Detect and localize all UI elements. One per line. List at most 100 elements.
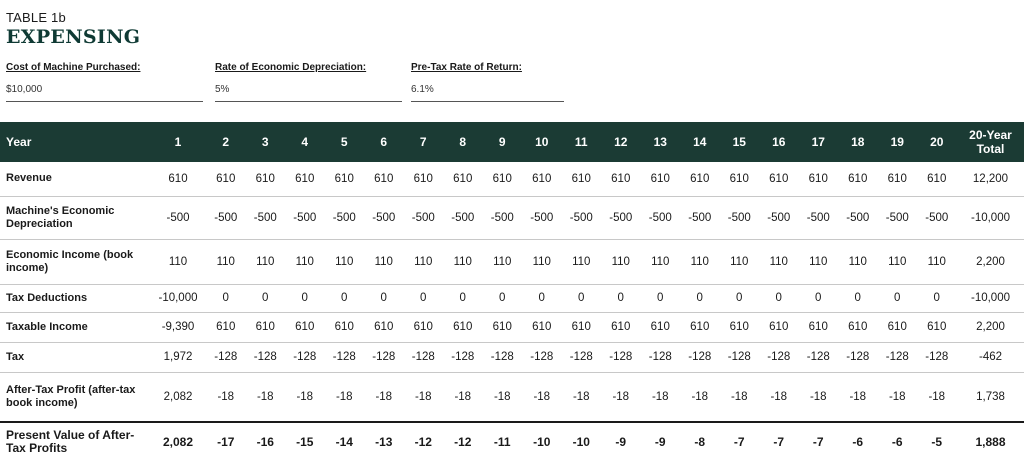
table-cell: 610	[285, 312, 325, 342]
header-year-11: 11	[562, 122, 602, 162]
table-cell: 610	[641, 312, 681, 342]
table-cell: -128	[680, 342, 720, 372]
table-cell: -18	[917, 372, 957, 422]
table-cell: 610	[285, 162, 325, 196]
table-cell: 610	[562, 162, 602, 196]
total-cell: 12,200	[957, 162, 1024, 196]
table-cell: 610	[838, 162, 878, 196]
table-cell: 110	[720, 239, 760, 284]
table-cell: 0	[680, 284, 720, 312]
table-cell: -500	[680, 196, 720, 239]
table-cell: 610	[404, 312, 444, 342]
table-cell: -500	[206, 196, 246, 239]
table-cell: 610	[483, 162, 523, 196]
table-cell: 610	[325, 312, 365, 342]
header-year-3: 3	[246, 122, 286, 162]
table-cell: -128	[285, 342, 325, 372]
header-year-2: 2	[206, 122, 246, 162]
table-cell: 610	[522, 312, 562, 342]
table-cell: -6	[838, 422, 878, 460]
table-cell: 610	[364, 312, 404, 342]
table-cell: 0	[285, 284, 325, 312]
param-return-value[interactable]: 6.1%	[411, 83, 564, 102]
table-cell: 610	[562, 312, 602, 342]
table-cell: 110	[443, 239, 483, 284]
table-cell: 110	[680, 239, 720, 284]
table-cell: -18	[680, 372, 720, 422]
table-cell: -18	[404, 372, 444, 422]
table-row: After-Tax Profit (after-tax book income)…	[0, 372, 1024, 422]
table-cell: -128	[641, 342, 681, 372]
table-cell: 610	[720, 162, 760, 196]
table-cell: -18	[483, 372, 523, 422]
table-cell: -128	[799, 342, 839, 372]
table-cell: 610	[878, 312, 918, 342]
table-cell: 610	[838, 312, 878, 342]
table-cell: 0	[601, 284, 641, 312]
table-cell: -5	[917, 422, 957, 460]
table-cell: 610	[917, 162, 957, 196]
table-cell: -500	[838, 196, 878, 239]
table-cell: 110	[759, 239, 799, 284]
param-depreciation-value[interactable]: 5%	[215, 83, 402, 102]
param-cost-value[interactable]: $10,000	[6, 83, 203, 102]
header-year-7: 7	[404, 122, 444, 162]
table-cell: 610	[759, 312, 799, 342]
table-cell: 110	[246, 239, 286, 284]
table-cell: -7	[720, 422, 760, 460]
table-kicker: TABLE 1b	[6, 10, 66, 25]
table-cell: -128	[601, 342, 641, 372]
table-cell: 110	[522, 239, 562, 284]
table-cell: 0	[917, 284, 957, 312]
table-cell: 110	[601, 239, 641, 284]
table-cell: -500	[799, 196, 839, 239]
row-label: Machine's Economic Depreciation	[0, 196, 150, 239]
table-cell: 610	[246, 162, 286, 196]
header-year-4: 4	[285, 122, 325, 162]
table-cell: 110	[878, 239, 918, 284]
table-cell: -9	[641, 422, 681, 460]
table-cell: 0	[838, 284, 878, 312]
table-cell: -18	[364, 372, 404, 422]
table-cell: 0	[641, 284, 681, 312]
table-cell: 110	[641, 239, 681, 284]
table-cell: 110	[150, 239, 206, 284]
header-year-6: 6	[364, 122, 404, 162]
table-cell: 0	[562, 284, 602, 312]
header-year-9: 9	[483, 122, 523, 162]
table-cell: -18	[206, 372, 246, 422]
table-cell: -128	[917, 342, 957, 372]
header-year-8: 8	[443, 122, 483, 162]
table-cell: -10	[522, 422, 562, 460]
table-cell: 110	[562, 239, 602, 284]
total-cell: -462	[957, 342, 1024, 372]
table-cell: -128	[720, 342, 760, 372]
table-cell: 0	[364, 284, 404, 312]
table-cell: -18	[522, 372, 562, 422]
table-cell: 2,082	[150, 422, 206, 460]
header-year-14: 14	[680, 122, 720, 162]
header-year-17: 17	[799, 122, 839, 162]
header-year-label: Year	[0, 122, 150, 162]
row-label: Tax	[0, 342, 150, 372]
header-year-5: 5	[325, 122, 365, 162]
table-cell: -17	[206, 422, 246, 460]
header-total: 20-Year Total	[957, 122, 1024, 162]
table-cell: -18	[246, 372, 286, 422]
table-cell: -9,390	[150, 312, 206, 342]
row-label: After-Tax Profit (after-tax book income)	[0, 372, 150, 422]
table-cell: -128	[522, 342, 562, 372]
table-cell: -9	[601, 422, 641, 460]
table-cell: 610	[443, 312, 483, 342]
table-cell: -500	[364, 196, 404, 239]
table-cell: 610	[759, 162, 799, 196]
row-label: Taxable Income	[0, 312, 150, 342]
table-cell: 610	[443, 162, 483, 196]
table-cell: 610	[206, 312, 246, 342]
table-cell: 610	[641, 162, 681, 196]
table-cell: -128	[325, 342, 365, 372]
table-cell: -128	[878, 342, 918, 372]
table-cell: 110	[799, 239, 839, 284]
table-cell: -500	[917, 196, 957, 239]
